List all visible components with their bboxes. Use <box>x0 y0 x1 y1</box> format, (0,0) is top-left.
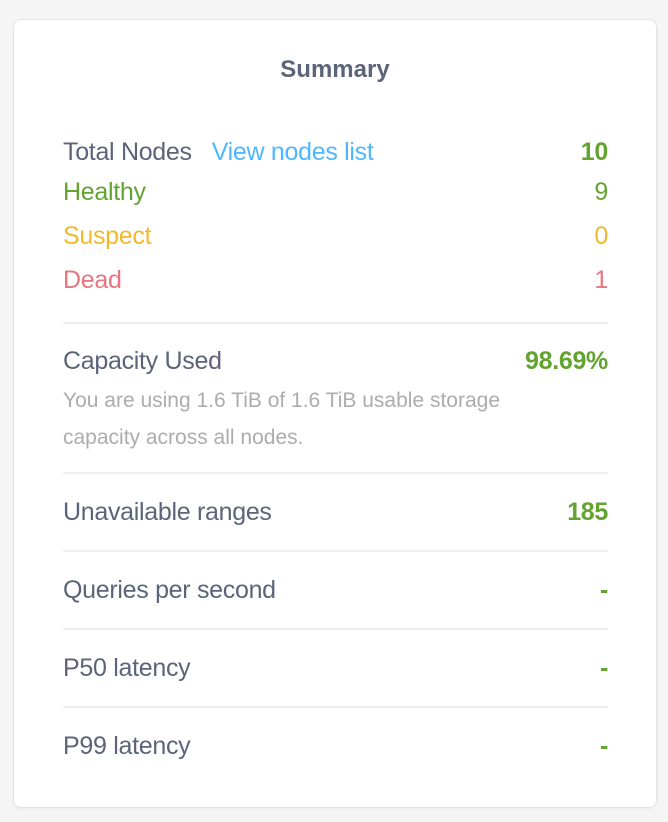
metric-label: P99 latency <box>63 731 191 760</box>
dead-value: 1 <box>594 265 608 294</box>
capacity-label: Capacity Used <box>63 346 222 375</box>
metric-value: - <box>599 653 608 682</box>
view-nodes-list-link[interactable]: View nodes list <box>211 137 374 166</box>
metric-label: Queries per second <box>63 575 276 604</box>
suspect-label: Suspect <box>63 221 152 250</box>
divider <box>63 628 608 630</box>
metric-row-unavailable-ranges: Unavailable ranges 185 <box>63 496 608 528</box>
total-nodes-row: Total Nodes View nodes list 10 <box>63 136 608 168</box>
dead-label: Dead <box>63 265 122 294</box>
capacity-row: Capacity Used 98.69% <box>63 345 608 377</box>
metric-label: Unavailable ranges <box>63 497 272 526</box>
metric-label: P50 latency <box>63 653 191 682</box>
healthy-row: Healthy 9 <box>63 176 608 208</box>
metric-value: - <box>599 731 608 760</box>
divider <box>63 550 608 552</box>
summary-card: Summary Total Nodes View nodes list 10 H… <box>13 19 657 808</box>
suspect-row: Suspect 0 <box>63 220 608 252</box>
divider <box>63 322 608 324</box>
divider <box>63 706 608 708</box>
capacity-value: 98.69% <box>525 346 608 375</box>
summary-title: Summary <box>280 56 390 83</box>
metric-value: 185 <box>567 497 608 526</box>
healthy-label: Healthy <box>63 177 146 206</box>
dead-row: Dead 1 <box>63 264 608 296</box>
healthy-value: 9 <box>594 177 608 206</box>
capacity-description: You are using 1.6 TiB of 1.6 TiB usable … <box>63 389 501 449</box>
suspect-value: 0 <box>594 221 608 250</box>
total-nodes-label: Total Nodes <box>63 137 192 166</box>
metric-value: - <box>599 575 608 604</box>
metric-row-p50-latency: P50 latency - <box>63 652 608 684</box>
metric-row-queries-per-second: Queries per second - <box>63 574 608 606</box>
total-nodes-value: 10 <box>580 137 609 166</box>
divider <box>63 472 608 474</box>
metric-row-p99-latency: P99 latency - <box>63 730 608 762</box>
